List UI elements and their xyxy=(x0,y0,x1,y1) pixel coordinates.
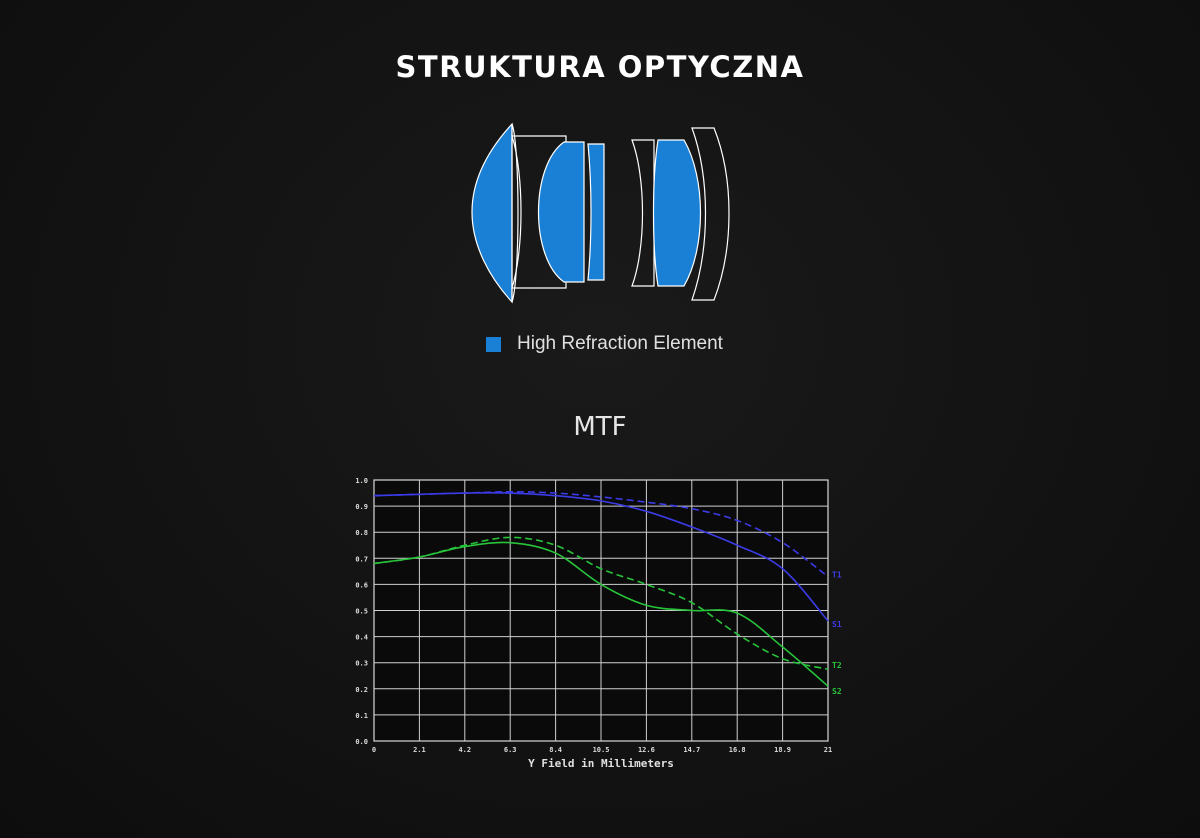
y-tick-label: 0.7 xyxy=(355,555,368,563)
lens-element-6 xyxy=(631,139,655,287)
x-tick-label: 10.5 xyxy=(593,746,610,754)
x-tick-label: 18.9 xyxy=(774,746,791,754)
x-tick-label: 14.7 xyxy=(683,746,700,754)
y-tick-label: 1.0 xyxy=(355,477,368,485)
x-tick-label: 8.4 xyxy=(549,746,562,754)
lens-element-8 xyxy=(691,127,730,301)
y-tick-label: 0.9 xyxy=(355,503,368,511)
mtf-title: MTF xyxy=(573,412,627,442)
lens-element-5 xyxy=(587,143,605,281)
x-tick-label: 0 xyxy=(372,746,376,754)
legend-swatch xyxy=(486,336,501,352)
series-line-s2 xyxy=(373,541,829,687)
lens-element-3 xyxy=(511,135,567,289)
x-tick-label: 2.1 xyxy=(413,746,426,754)
optical-structure-diagram xyxy=(471,122,730,304)
series-label-t1: T1 xyxy=(832,571,842,580)
y-tick-label: 0.5 xyxy=(355,608,368,616)
lens-element-4 xyxy=(537,141,585,283)
x-tick-label: 21 xyxy=(824,746,832,754)
legend: High Refraction Element xyxy=(486,333,723,355)
y-tick-label: 0.6 xyxy=(355,581,368,589)
mtf-chart: 0.0 0.1 0.2 0.3 0.4 0.5 0.6 0.7 0.8 0.9 1.0 0 2.1 4.… xyxy=(355,477,842,770)
y-tick-label: 0.0 xyxy=(355,738,368,746)
page-title: STRUKTURA OPTYCZNA xyxy=(395,50,805,84)
y-tick-label: 0.4 xyxy=(355,634,368,642)
series-label-s1: S1 xyxy=(832,620,842,629)
y-tick-label: 0.2 xyxy=(355,686,368,694)
series-label-s2: S2 xyxy=(832,687,842,696)
lens-element-7 xyxy=(652,139,702,287)
y-tick-label: 0.1 xyxy=(355,712,368,720)
x-tick-label: 4.2 xyxy=(458,746,471,754)
series-line-s1 xyxy=(373,492,829,622)
lens-element-1 xyxy=(471,122,513,304)
x-tick-label: 6.3 xyxy=(504,746,517,754)
x-axis-label: Y Field in Millimeters xyxy=(528,757,674,770)
series-label-t2: T2 xyxy=(832,661,842,670)
x-tick-label: 12.6 xyxy=(638,746,655,754)
legend-label: High Refraction Element xyxy=(517,333,723,354)
lens-element-2 xyxy=(511,123,519,303)
y-tick-label: 0.3 xyxy=(355,660,368,668)
x-tick-label: 16.8 xyxy=(729,746,746,754)
y-tick-label: 0.8 xyxy=(355,529,368,537)
